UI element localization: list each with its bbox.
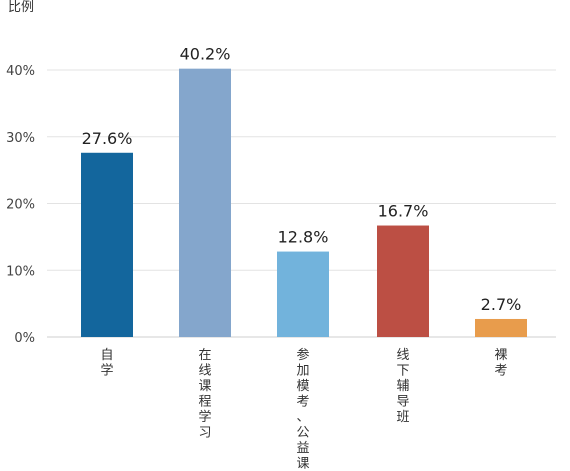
x-tick-label: 线下辅导班 xyxy=(396,348,409,425)
y-tick-label: 10% xyxy=(6,264,35,279)
x-tick-label: 参加模考、公益课堂 xyxy=(296,347,309,471)
y-tick-label: 0% xyxy=(14,331,35,346)
bar xyxy=(377,225,429,337)
bar xyxy=(277,251,329,337)
data-label: 2.7% xyxy=(481,295,522,314)
x-tick-label: 裸考 xyxy=(494,348,507,379)
y-tick-label: 20% xyxy=(6,198,35,213)
data-label: 40.2% xyxy=(180,45,231,64)
data-labels: 27.6% 40.2% 12.8% 16.7% 2.7% xyxy=(82,45,522,314)
y-axis-ticks: 0% 10% 20% 30% 40% xyxy=(6,64,35,346)
y-axis-title: 比例 xyxy=(8,0,34,15)
y-tick-label: 40% xyxy=(6,64,35,79)
bar xyxy=(81,152,133,337)
data-label: 12.8% xyxy=(278,228,329,247)
data-label: 27.6% xyxy=(82,129,133,148)
y-tick-label: 30% xyxy=(6,131,35,146)
bar xyxy=(179,68,231,337)
data-label: 16.7% xyxy=(378,202,429,221)
x-tick-label: 自学 xyxy=(100,348,113,379)
bar xyxy=(475,318,527,337)
bars xyxy=(81,68,527,337)
x-tick-label: 在线课程学习 xyxy=(198,348,211,441)
x-axis-ticks: 自学 在线课程学习 参加模考、公益课堂 线下辅导班 裸考 xyxy=(100,347,507,471)
